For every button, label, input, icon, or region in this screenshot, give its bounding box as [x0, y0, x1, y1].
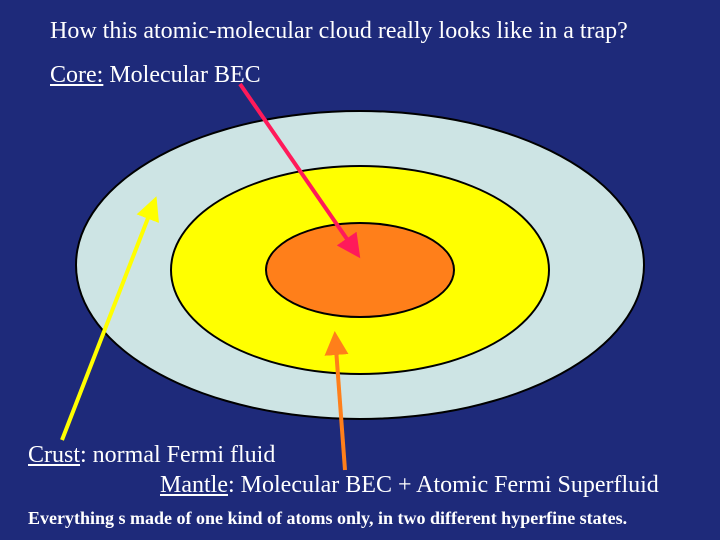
core-label: Core: Molecular BEC [50, 62, 261, 89]
title-text: How this atomic-molecular cloud really l… [50, 18, 628, 45]
crust-rest: : normal Fermi fluid [80, 442, 275, 468]
mantle-label: Mantle: Molecular BEC + Atomic Fermi Sup… [160, 472, 659, 499]
crust-word: Crust [28, 442, 80, 468]
crust-label: Crust: normal Fermi fluid [28, 442, 275, 469]
mantle-word: Mantle [160, 472, 228, 498]
core-word: Core: [50, 62, 103, 88]
mantle-rest: : Molecular BEC + Atomic Fermi Superflui… [228, 472, 659, 498]
core-ellipse [265, 222, 455, 318]
bottom-text: Everything s made of one kind of atoms o… [28, 508, 627, 529]
core-rest: Molecular BEC [103, 62, 260, 88]
